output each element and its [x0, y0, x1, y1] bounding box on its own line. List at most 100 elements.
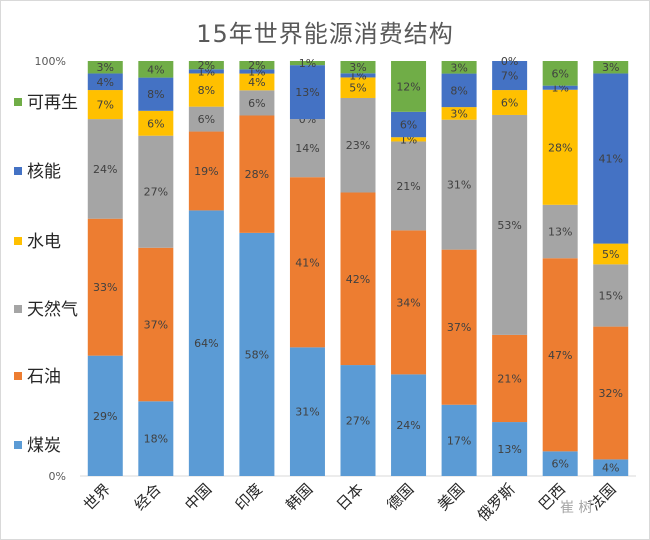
- data-label: 4%: [602, 462, 619, 475]
- data-label: 19%: [194, 165, 218, 178]
- data-label: 41%: [295, 256, 319, 269]
- bar-segment: [87, 355, 123, 476]
- data-label: 5%: [602, 248, 619, 261]
- bar-segment: [441, 404, 477, 476]
- data-label: 6%: [501, 97, 518, 110]
- data-label: 3%: [97, 61, 114, 74]
- data-label: 1%: [299, 57, 316, 70]
- bar-segment: [138, 61, 174, 78]
- y-tick-label: 0%: [49, 470, 66, 483]
- data-label: 53%: [497, 219, 521, 232]
- bar-segment: [188, 69, 224, 74]
- data-label: 13%: [497, 443, 521, 456]
- bar-segment: [289, 347, 325, 476]
- x-category-label: 印度: [232, 480, 266, 514]
- data-label: 37%: [447, 321, 471, 334]
- legend-swatch: [14, 441, 22, 449]
- bar-segment: [391, 61, 427, 112]
- legend-swatch: [14, 305, 22, 313]
- bar-segment: [138, 110, 174, 136]
- bar-segment: [239, 90, 275, 116]
- data-label: 12%: [396, 80, 420, 93]
- data-label: 31%: [295, 406, 319, 419]
- data-label: 32%: [599, 387, 623, 400]
- data-label: 24%: [396, 419, 420, 432]
- bar-segment: [340, 61, 376, 74]
- bar-segment: [441, 249, 477, 405]
- data-label: 6%: [147, 117, 164, 130]
- data-label: 4%: [97, 76, 114, 89]
- data-label: 3%: [349, 61, 366, 74]
- data-label: 17%: [447, 434, 471, 447]
- data-label: 4%: [248, 76, 265, 89]
- bar-segment: [441, 119, 477, 250]
- data-label: 21%: [396, 180, 420, 193]
- data-label: 8%: [147, 88, 164, 101]
- data-label: 3%: [602, 61, 619, 74]
- data-label: 6%: [400, 119, 417, 132]
- x-category-label: 中国: [181, 480, 215, 514]
- bar-segment: [87, 90, 123, 120]
- data-label: 2%: [248, 59, 265, 72]
- data-label: 33%: [93, 281, 117, 294]
- bar-segment: [188, 210, 224, 476]
- bar-segment: [138, 401, 174, 476]
- legend-swatch: [14, 98, 22, 106]
- bar-segment: [239, 73, 275, 91]
- data-label: 7%: [97, 99, 114, 112]
- bar-segment: [188, 106, 224, 132]
- bar-segment: [492, 334, 528, 423]
- x-category-label: 韩国: [282, 480, 316, 514]
- bar-segment: [492, 90, 528, 115]
- data-label: 6%: [198, 113, 215, 126]
- x-category-label: 世界: [80, 480, 114, 514]
- bar-segment: [87, 61, 123, 74]
- data-label: 58%: [245, 348, 269, 361]
- bar-segment: [138, 247, 174, 402]
- data-label: 2%: [198, 59, 215, 72]
- bar-segment: [593, 73, 629, 244]
- bar-segment: [138, 77, 174, 111]
- watermark-tail: 树: [578, 500, 593, 516]
- bar-segment: [239, 61, 275, 70]
- bar-segment: [542, 85, 578, 90]
- bar-segment: [542, 204, 578, 259]
- bar-segment: [289, 119, 325, 178]
- data-label: 8%: [450, 84, 467, 97]
- data-label: 0%: [501, 55, 518, 68]
- bar-segment: [492, 61, 528, 91]
- bar-segment: [593, 61, 629, 74]
- bar-segment: [138, 135, 174, 248]
- data-label: 47%: [548, 349, 572, 362]
- bar-segment: [188, 131, 224, 211]
- data-label: 6%: [551, 67, 568, 80]
- legend-label: 核能: [27, 162, 61, 182]
- data-label: 6%: [248, 97, 265, 110]
- bar-segment: [441, 73, 477, 108]
- data-label: 21%: [497, 372, 521, 385]
- watermark-text: 崔: [560, 500, 574, 516]
- bar-segment: [239, 69, 275, 74]
- data-label: 28%: [548, 141, 572, 154]
- data-label: 64%: [194, 337, 218, 350]
- data-label: 27%: [144, 186, 168, 199]
- bar-segment: [87, 119, 123, 219]
- bar-segment: [542, 258, 578, 452]
- legend-swatch: [14, 372, 22, 380]
- data-label: 23%: [346, 139, 370, 152]
- data-label: 24%: [93, 163, 117, 176]
- data-label: 4%: [147, 63, 164, 76]
- data-label: 31%: [447, 179, 471, 192]
- bar-segment: [340, 73, 376, 78]
- data-label: 13%: [548, 226, 572, 239]
- data-label: 5%: [349, 82, 366, 95]
- bar-segment: [391, 374, 427, 476]
- legend-label: 天然气: [27, 300, 78, 320]
- data-label: 6%: [551, 458, 568, 471]
- bar-segment: [441, 61, 477, 74]
- bar-segment: [542, 89, 578, 205]
- bar-segment: [188, 61, 224, 70]
- legend-label: 煤炭: [27, 436, 61, 456]
- y-tick-label: 100%: [35, 55, 66, 68]
